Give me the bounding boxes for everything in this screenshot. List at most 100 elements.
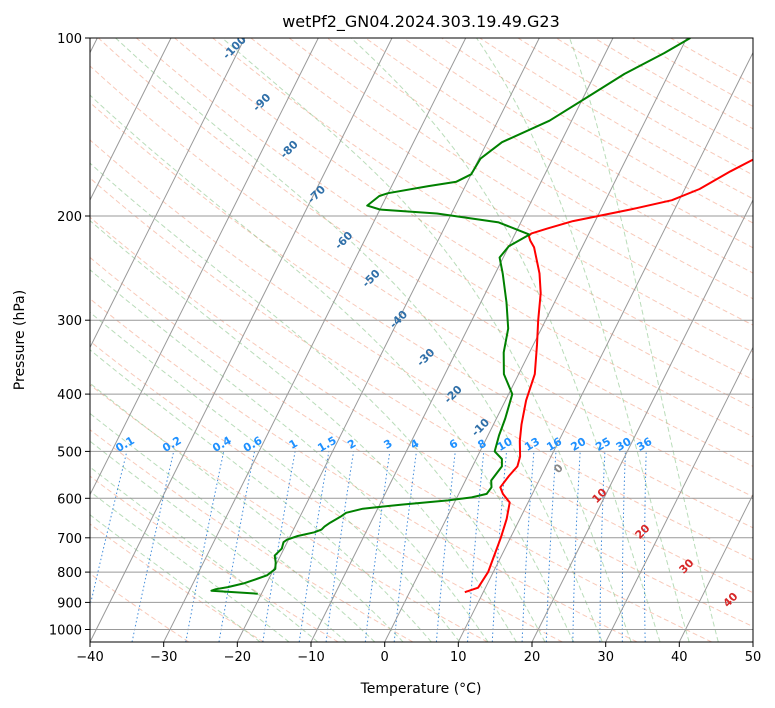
mixing-ratio-label: 6 — [447, 437, 460, 452]
isotherm-line — [163, 38, 467, 642]
mixing-ratio-line — [599, 451, 606, 642]
dry-adiabat-line — [174, 38, 753, 409]
mixing-ratio-line — [491, 451, 507, 642]
x-axis-ticks: −40 −30 −20 −10 0 10 20 30 40 50 — [76, 642, 761, 665]
x-tick-label: −40 — [76, 650, 103, 665]
dry-adiabat-line — [90, 340, 563, 642]
moist-adiabat-line — [90, 269, 489, 642]
mixing-ratio-line — [90, 451, 128, 609]
y-tick-label: 100 — [57, 32, 82, 47]
isotherm-line — [90, 38, 319, 496]
y-axis-ticks: 100 200 300 400 500 600 700 800 900 1000 — [49, 32, 90, 639]
mixing-ratio-line — [185, 451, 225, 642]
moist-adiabat-line — [569, 38, 719, 642]
mixing-ratio-line — [545, 451, 557, 642]
mixing-ratio-line — [262, 451, 296, 642]
y-tick-label: 900 — [57, 596, 82, 611]
isotherm-line — [752, 640, 753, 642]
isotherm-line — [457, 51, 753, 642]
moist-adiabat-line — [221, 38, 632, 642]
isotherm-line — [678, 493, 753, 642]
dry-adiabat-line — [90, 429, 414, 642]
profile-line — [464, 158, 753, 594]
isotherm-line — [236, 38, 540, 642]
adiabat-label: -10 — [469, 416, 492, 439]
y-axis-label: Pressure (hPa) — [12, 290, 28, 390]
isotherm-line — [531, 198, 753, 642]
plot-frame — [89, 37, 754, 643]
x-tick-label: −10 — [297, 650, 324, 665]
mixing-ratio-line — [393, 451, 417, 642]
x-tick-label: 40 — [671, 650, 688, 665]
dry-adiabat-line — [90, 256, 712, 642]
adiabat-label: -80 — [278, 138, 301, 161]
x-tick-label: 30 — [597, 650, 614, 665]
dry-adiabat-line — [90, 384, 488, 642]
mixing-ratio-line — [298, 451, 330, 642]
adiabat-label: -60 — [332, 229, 355, 252]
y-tick-label: 300 — [57, 314, 82, 329]
moist-adiabat-line — [90, 94, 575, 642]
mixing-ratio-line — [325, 451, 355, 642]
y-tick-label: 700 — [57, 532, 82, 547]
adiabat-label: 30 — [677, 556, 697, 576]
dry-adiabat-line — [555, 38, 753, 153]
dry-adiabat-line — [90, 65, 753, 498]
moist-adiabat-line — [90, 412, 376, 642]
y-tick-label: 500 — [57, 445, 82, 460]
dry-adiabat-line — [632, 38, 753, 107]
mixing-ratio-line — [364, 451, 391, 642]
mixing-ratio-label: 1 — [287, 437, 300, 452]
dry-adiabat-line — [90, 523, 264, 642]
x-tick-label: 50 — [745, 650, 762, 665]
dry-adiabat-line — [403, 38, 753, 249]
moist-adiabat-line — [90, 440, 347, 642]
background-reference-lines — [90, 38, 753, 642]
adiabat-label: 40 — [721, 590, 741, 610]
moist-adiabat-line — [476, 38, 690, 642]
chart-title: wetPf2_GN04.2024.303.19.49.G23 — [282, 12, 560, 32]
profile-line — [210, 38, 691, 595]
x-tick-label: −30 — [150, 650, 177, 665]
moist-adiabat-line — [90, 490, 290, 642]
dry-adiabat-line — [90, 177, 753, 594]
dry-adiabat-line — [212, 38, 753, 381]
adiabat-label: -40 — [387, 308, 410, 331]
adiabat-label: -20 — [442, 383, 465, 406]
moist-adiabat-line — [90, 311, 461, 642]
isotherm-line — [90, 38, 246, 349]
moist-adiabat-line — [90, 382, 404, 642]
moist-adiabat-line — [90, 349, 432, 642]
moist-adiabat-line — [115, 38, 603, 642]
adiabat-label: 10 — [590, 486, 610, 506]
x-tick-label: −20 — [224, 650, 251, 665]
y-tick-label: 200 — [57, 210, 82, 225]
dry-adiabat-line — [136, 38, 753, 438]
moist-adiabat-line — [90, 514, 261, 642]
dry-adiabat-line — [90, 572, 190, 642]
adiabat-label: -30 — [414, 346, 437, 369]
dry-adiabat-line — [90, 139, 753, 561]
profile-series — [210, 38, 753, 595]
dry-adiabat-line — [90, 475, 339, 642]
dry-adiabat-line — [90, 101, 753, 529]
grid-lines — [90, 38, 753, 642]
isotherm-line — [90, 38, 172, 202]
moist-adiabat-line — [90, 162, 546, 642]
x-axis-label: Temperature (°C) — [360, 681, 482, 697]
y-tick-label: 800 — [57, 566, 82, 581]
mixing-ratio-label: 2 — [345, 437, 358, 452]
mixing-ratio-line — [131, 451, 175, 642]
x-tick-label: 0 — [381, 650, 389, 665]
mixing-ratio-line — [218, 451, 255, 642]
y-tick-label: 1000 — [49, 624, 82, 639]
mixing-ratio-label: 3 — [381, 437, 394, 452]
moist-adiabat-line — [90, 219, 517, 642]
y-tick-label: 600 — [57, 492, 82, 507]
x-tick-label: 10 — [450, 650, 467, 665]
mixing-ratio-line — [435, 451, 456, 642]
isotherm-line — [384, 38, 688, 642]
mixing-ratio-line — [572, 451, 581, 642]
adiabat-label: -50 — [360, 267, 383, 290]
